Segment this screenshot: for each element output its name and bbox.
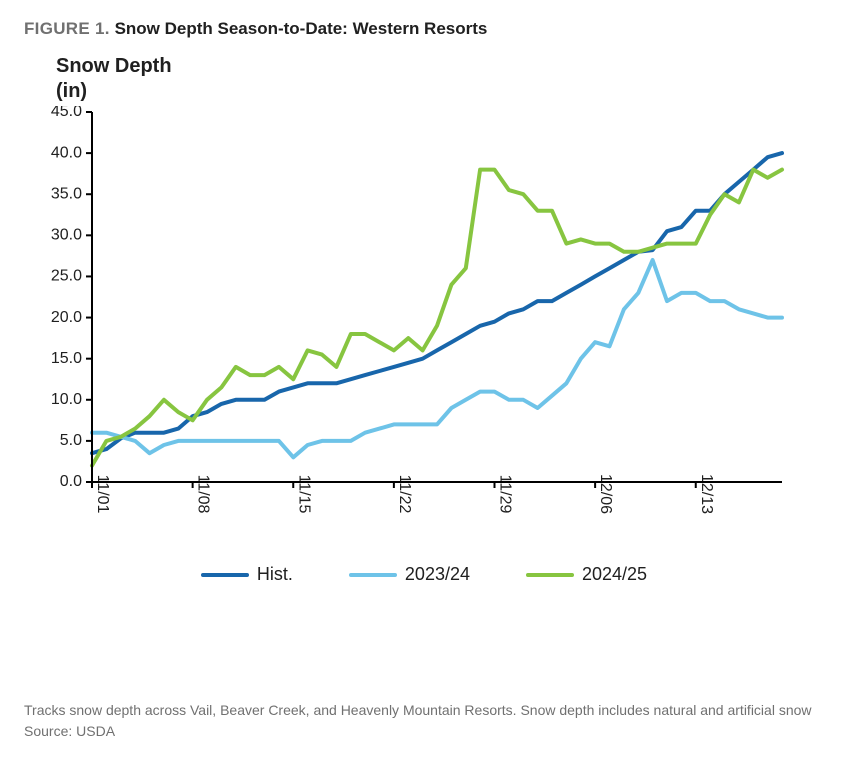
x-tick-label: 11/29 bbox=[497, 475, 514, 514]
y-tick-label: 30.0 bbox=[51, 227, 82, 244]
footnote-text: Tracks snow depth across Vail, Beaver Cr… bbox=[24, 700, 824, 720]
y-tick-label: 40.0 bbox=[51, 144, 82, 161]
legend-item: Hist. bbox=[201, 564, 293, 585]
series-2023-24 bbox=[92, 260, 782, 457]
legend-item: 2023/24 bbox=[349, 564, 470, 585]
chart-area: Snow Depth (in) 0.0 5.0 10.0 15.0 20.0 25.0 30… bbox=[24, 54, 824, 585]
legend-swatch bbox=[349, 573, 397, 577]
figure-header: FIGURE 1. Snow Depth Season-to-Date: Wes… bbox=[24, 18, 824, 40]
y-tick-label: 45.0 bbox=[51, 106, 82, 120]
legend-swatch bbox=[201, 573, 249, 577]
x-tick-label: 12/13 bbox=[698, 474, 715, 514]
x-tick-label: 12/06 bbox=[597, 474, 614, 514]
x-tick-label: 11/22 bbox=[396, 475, 413, 514]
legend-item: 2024/25 bbox=[526, 564, 647, 585]
y-tick-label: 15.0 bbox=[51, 350, 82, 367]
y-tick-label: 35.0 bbox=[51, 186, 82, 203]
series-2024-25 bbox=[92, 170, 782, 466]
line-chart: 0.0 5.0 10.0 15.0 20.0 25.0 30.0 35.0 40.0 45.0 11… bbox=[24, 106, 792, 556]
legend-label: 2024/25 bbox=[582, 564, 647, 585]
y-tick-label: 20.0 bbox=[51, 309, 82, 326]
source-text: Source: USDA bbox=[24, 721, 824, 741]
y-tick-label: 5.0 bbox=[60, 432, 82, 449]
figure-number: FIGURE 1. bbox=[24, 19, 110, 38]
y-axis-title: Snow Depth (in) bbox=[56, 54, 824, 104]
y-tick-label: 0.0 bbox=[60, 473, 82, 490]
legend-label: Hist. bbox=[257, 564, 293, 585]
y-tick-label: 10.0 bbox=[51, 391, 82, 408]
x-tick-label: 11/08 bbox=[195, 475, 212, 514]
series-hist- bbox=[92, 153, 782, 453]
y-tick-label: 25.0 bbox=[51, 268, 82, 285]
figure-title: Snow Depth Season-to-Date: Western Resor… bbox=[115, 19, 488, 38]
axes bbox=[92, 112, 782, 482]
figure-footnote: Tracks snow depth across Vail, Beaver Cr… bbox=[24, 700, 824, 741]
legend: Hist. 2023/24 2024/25 bbox=[24, 564, 824, 585]
legend-label: 2023/24 bbox=[405, 564, 470, 585]
x-tick-label: 11/15 bbox=[295, 475, 312, 514]
figure-container: FIGURE 1. Snow Depth Season-to-Date: Wes… bbox=[0, 0, 848, 763]
x-tick-label: 11/01 bbox=[94, 475, 111, 514]
legend-swatch bbox=[526, 573, 574, 577]
